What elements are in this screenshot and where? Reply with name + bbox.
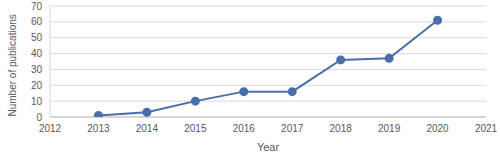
svg-text:2020: 2020 xyxy=(426,123,449,134)
svg-text:40: 40 xyxy=(31,48,43,59)
svg-text:2021: 2021 xyxy=(475,123,492,134)
svg-text:Year: Year xyxy=(257,141,280,153)
svg-text:2016: 2016 xyxy=(233,123,256,134)
svg-text:2017: 2017 xyxy=(281,123,304,134)
svg-text:2019: 2019 xyxy=(378,123,401,134)
svg-text:30: 30 xyxy=(31,64,43,75)
svg-text:20: 20 xyxy=(31,80,43,91)
svg-text:10: 10 xyxy=(31,96,43,107)
svg-text:2015: 2015 xyxy=(184,123,207,134)
svg-text:2018: 2018 xyxy=(330,123,353,134)
svg-text:50: 50 xyxy=(31,32,43,43)
svg-text:2013: 2013 xyxy=(87,123,110,134)
svg-text:2012: 2012 xyxy=(39,123,62,134)
svg-text:2014: 2014 xyxy=(136,123,159,134)
svg-text:70: 70 xyxy=(31,1,43,12)
svg-text:Number of publications: Number of publications xyxy=(8,14,18,116)
svg-text:0: 0 xyxy=(36,112,42,123)
svg-text:60: 60 xyxy=(31,16,43,27)
